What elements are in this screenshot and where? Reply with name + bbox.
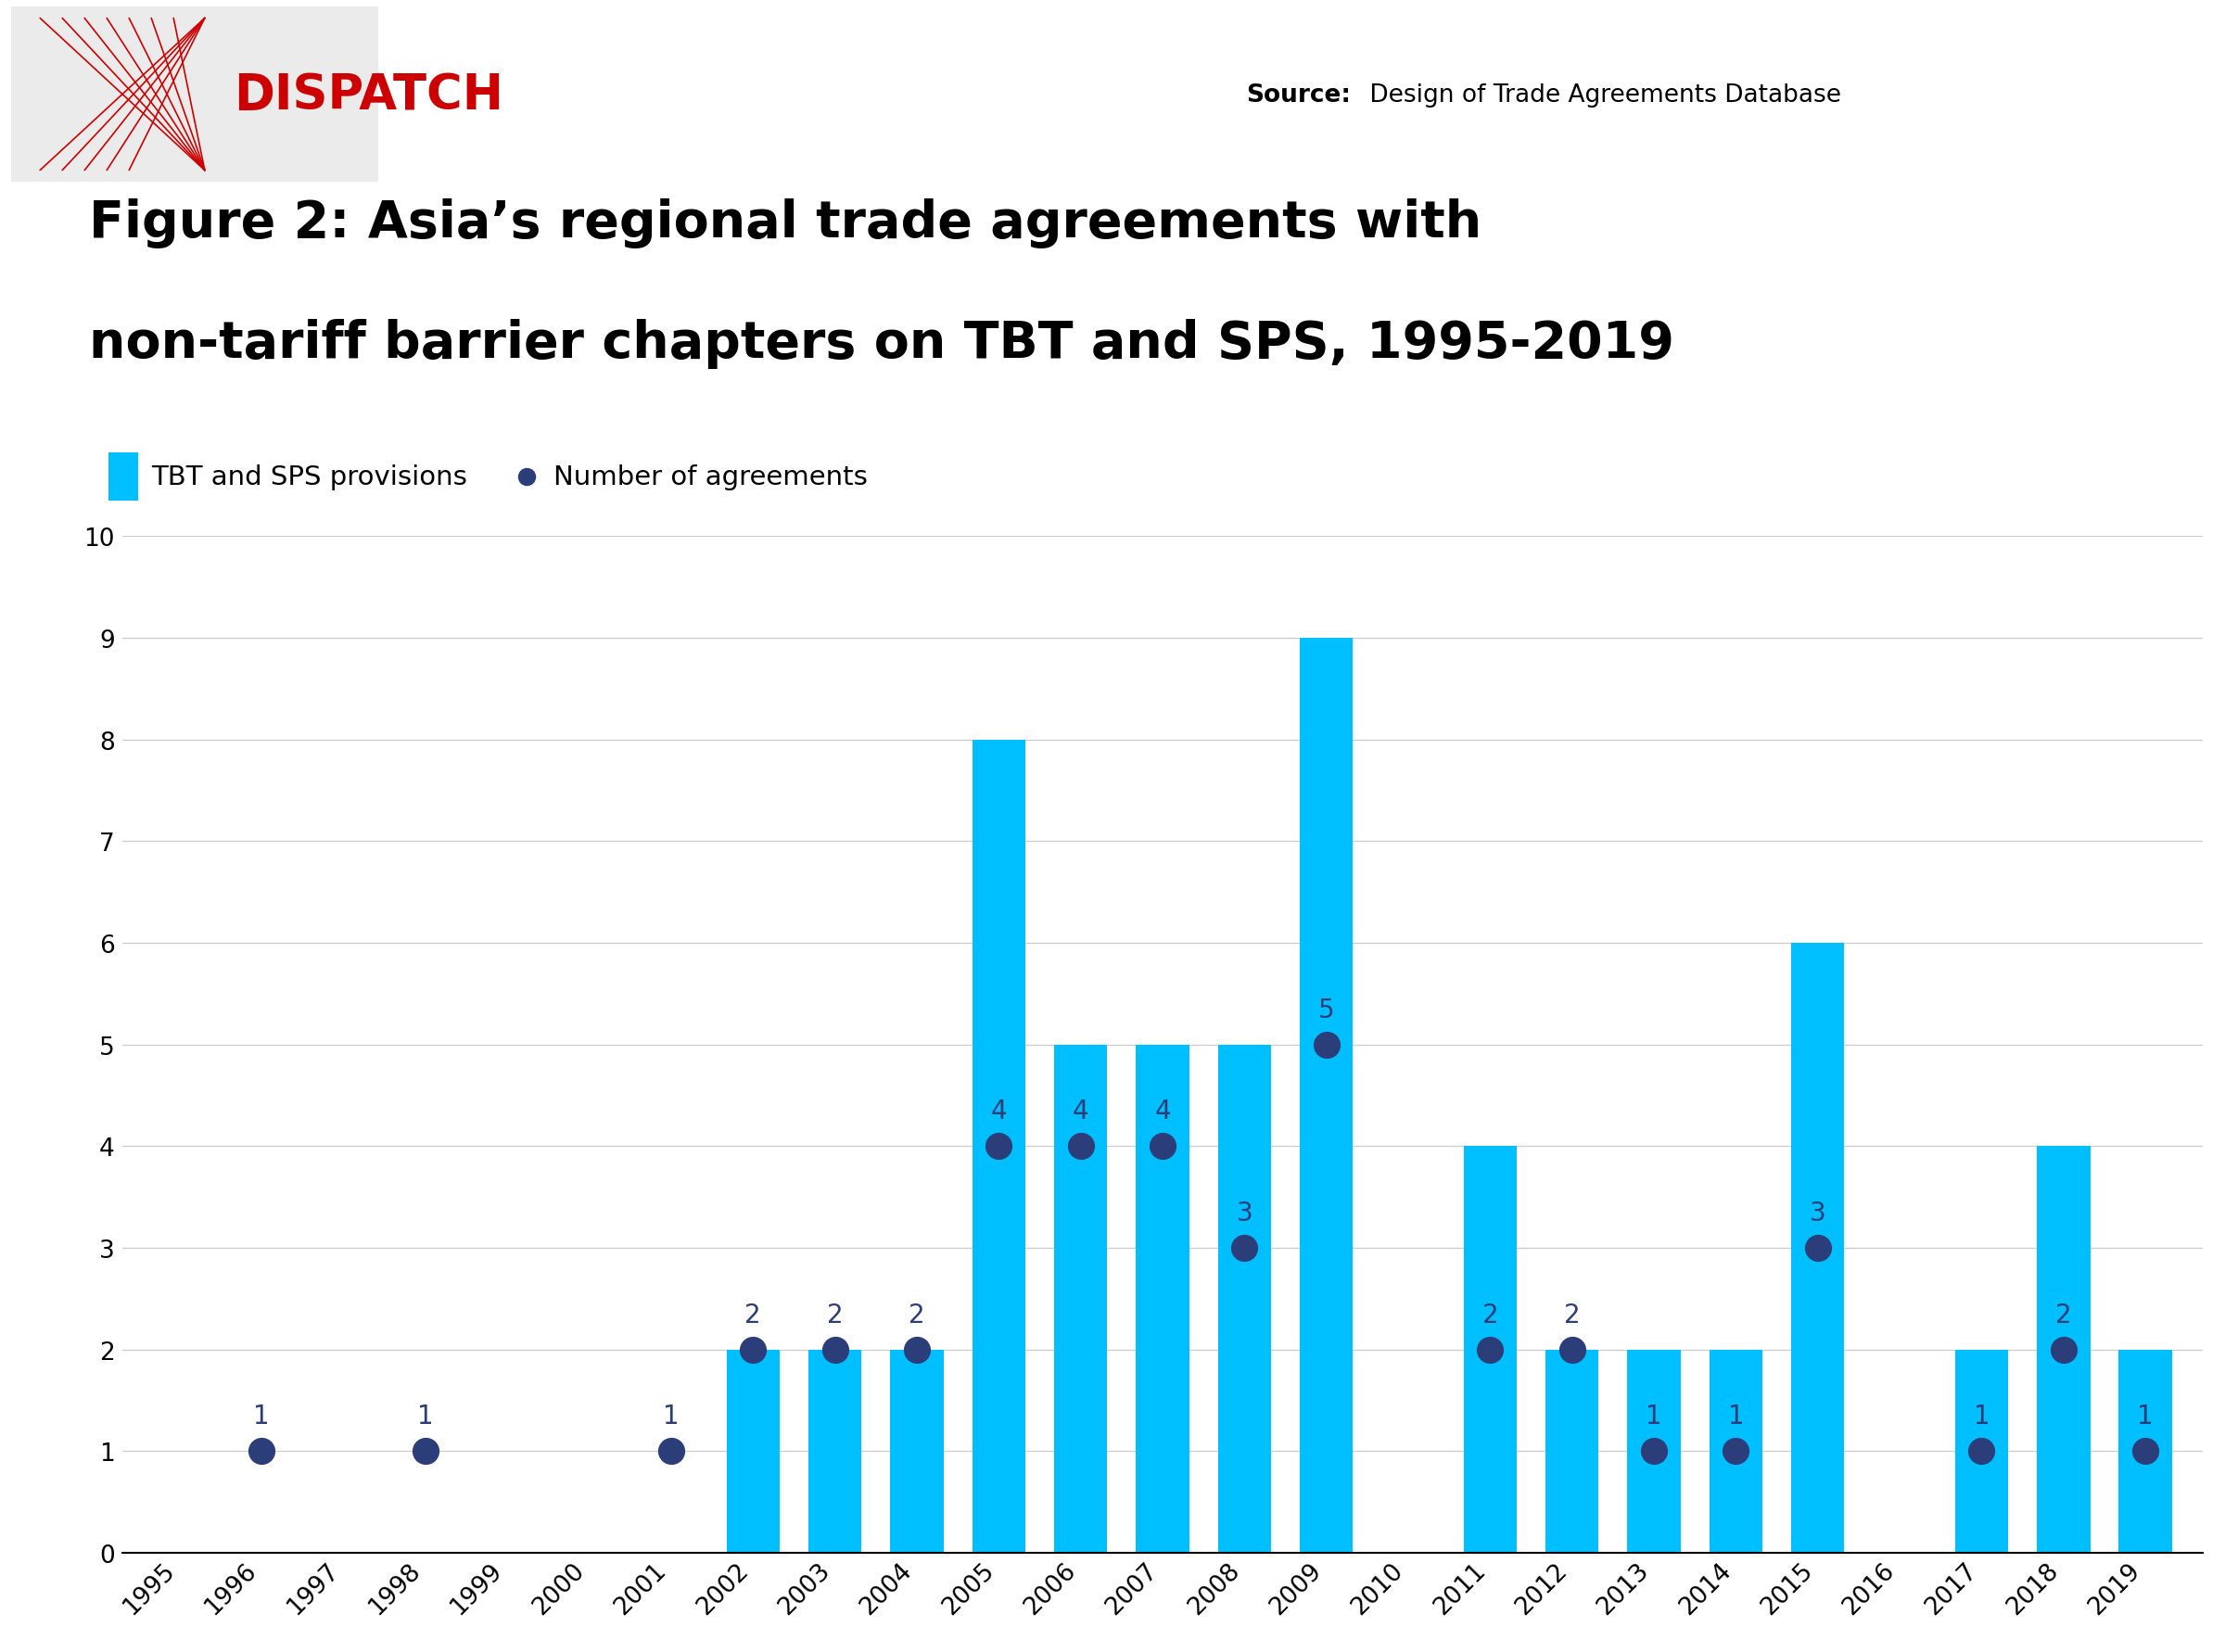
Text: 2: 2 xyxy=(1564,1302,1580,1327)
Text: TBT and SPS provisions: TBT and SPS provisions xyxy=(151,464,467,491)
Text: 1: 1 xyxy=(254,1403,269,1429)
Bar xyxy=(2036,1146,2089,1553)
Text: 1: 1 xyxy=(1646,1403,1662,1429)
Bar xyxy=(1956,1350,2009,1553)
Bar xyxy=(1546,1350,1600,1553)
Bar xyxy=(890,1350,943,1553)
Text: 4: 4 xyxy=(1072,1099,1088,1123)
Text: 1: 1 xyxy=(1974,1403,1989,1429)
Bar xyxy=(1217,1044,1270,1553)
Bar xyxy=(1055,1044,1108,1553)
Bar xyxy=(1137,1044,1188,1553)
Bar xyxy=(1299,638,1353,1553)
Text: 4: 4 xyxy=(1155,1099,1170,1123)
Bar xyxy=(725,1350,779,1553)
Bar xyxy=(109,453,138,502)
Bar xyxy=(1709,1350,1762,1553)
Text: 2: 2 xyxy=(2056,1302,2071,1327)
Bar xyxy=(1791,943,1845,1553)
Text: 2: 2 xyxy=(908,1302,926,1327)
Bar xyxy=(2118,1350,2172,1553)
Text: 2: 2 xyxy=(745,1302,761,1327)
Bar xyxy=(1464,1146,1517,1553)
Text: Figure 2: Asia’s regional trade agreements with: Figure 2: Asia’s regional trade agreemen… xyxy=(89,198,1482,248)
Text: 3: 3 xyxy=(1237,1199,1253,1226)
Text: 1: 1 xyxy=(2138,1403,2154,1429)
Text: non-tariff barrier chapters on TBT and SPS, 1995-2019: non-tariff barrier chapters on TBT and S… xyxy=(89,319,1673,368)
Text: 1: 1 xyxy=(663,1403,679,1429)
Text: 4: 4 xyxy=(990,1099,1008,1123)
Text: Source:: Source: xyxy=(1246,83,1351,107)
Text: DISPATCH: DISPATCH xyxy=(234,71,503,119)
Text: 1: 1 xyxy=(1729,1403,1744,1429)
FancyBboxPatch shape xyxy=(11,8,378,182)
Bar xyxy=(1626,1350,1680,1553)
Text: 2: 2 xyxy=(1482,1302,1497,1327)
Bar xyxy=(808,1350,861,1553)
Text: 5: 5 xyxy=(1317,996,1335,1023)
Bar xyxy=(972,740,1026,1553)
Text: 2: 2 xyxy=(828,1302,843,1327)
Text: 1: 1 xyxy=(418,1403,434,1429)
Text: Number of agreements: Number of agreements xyxy=(554,464,868,491)
Text: Design of Trade Agreements Database: Design of Trade Agreements Database xyxy=(1362,83,1840,107)
Text: 3: 3 xyxy=(1809,1199,1827,1226)
